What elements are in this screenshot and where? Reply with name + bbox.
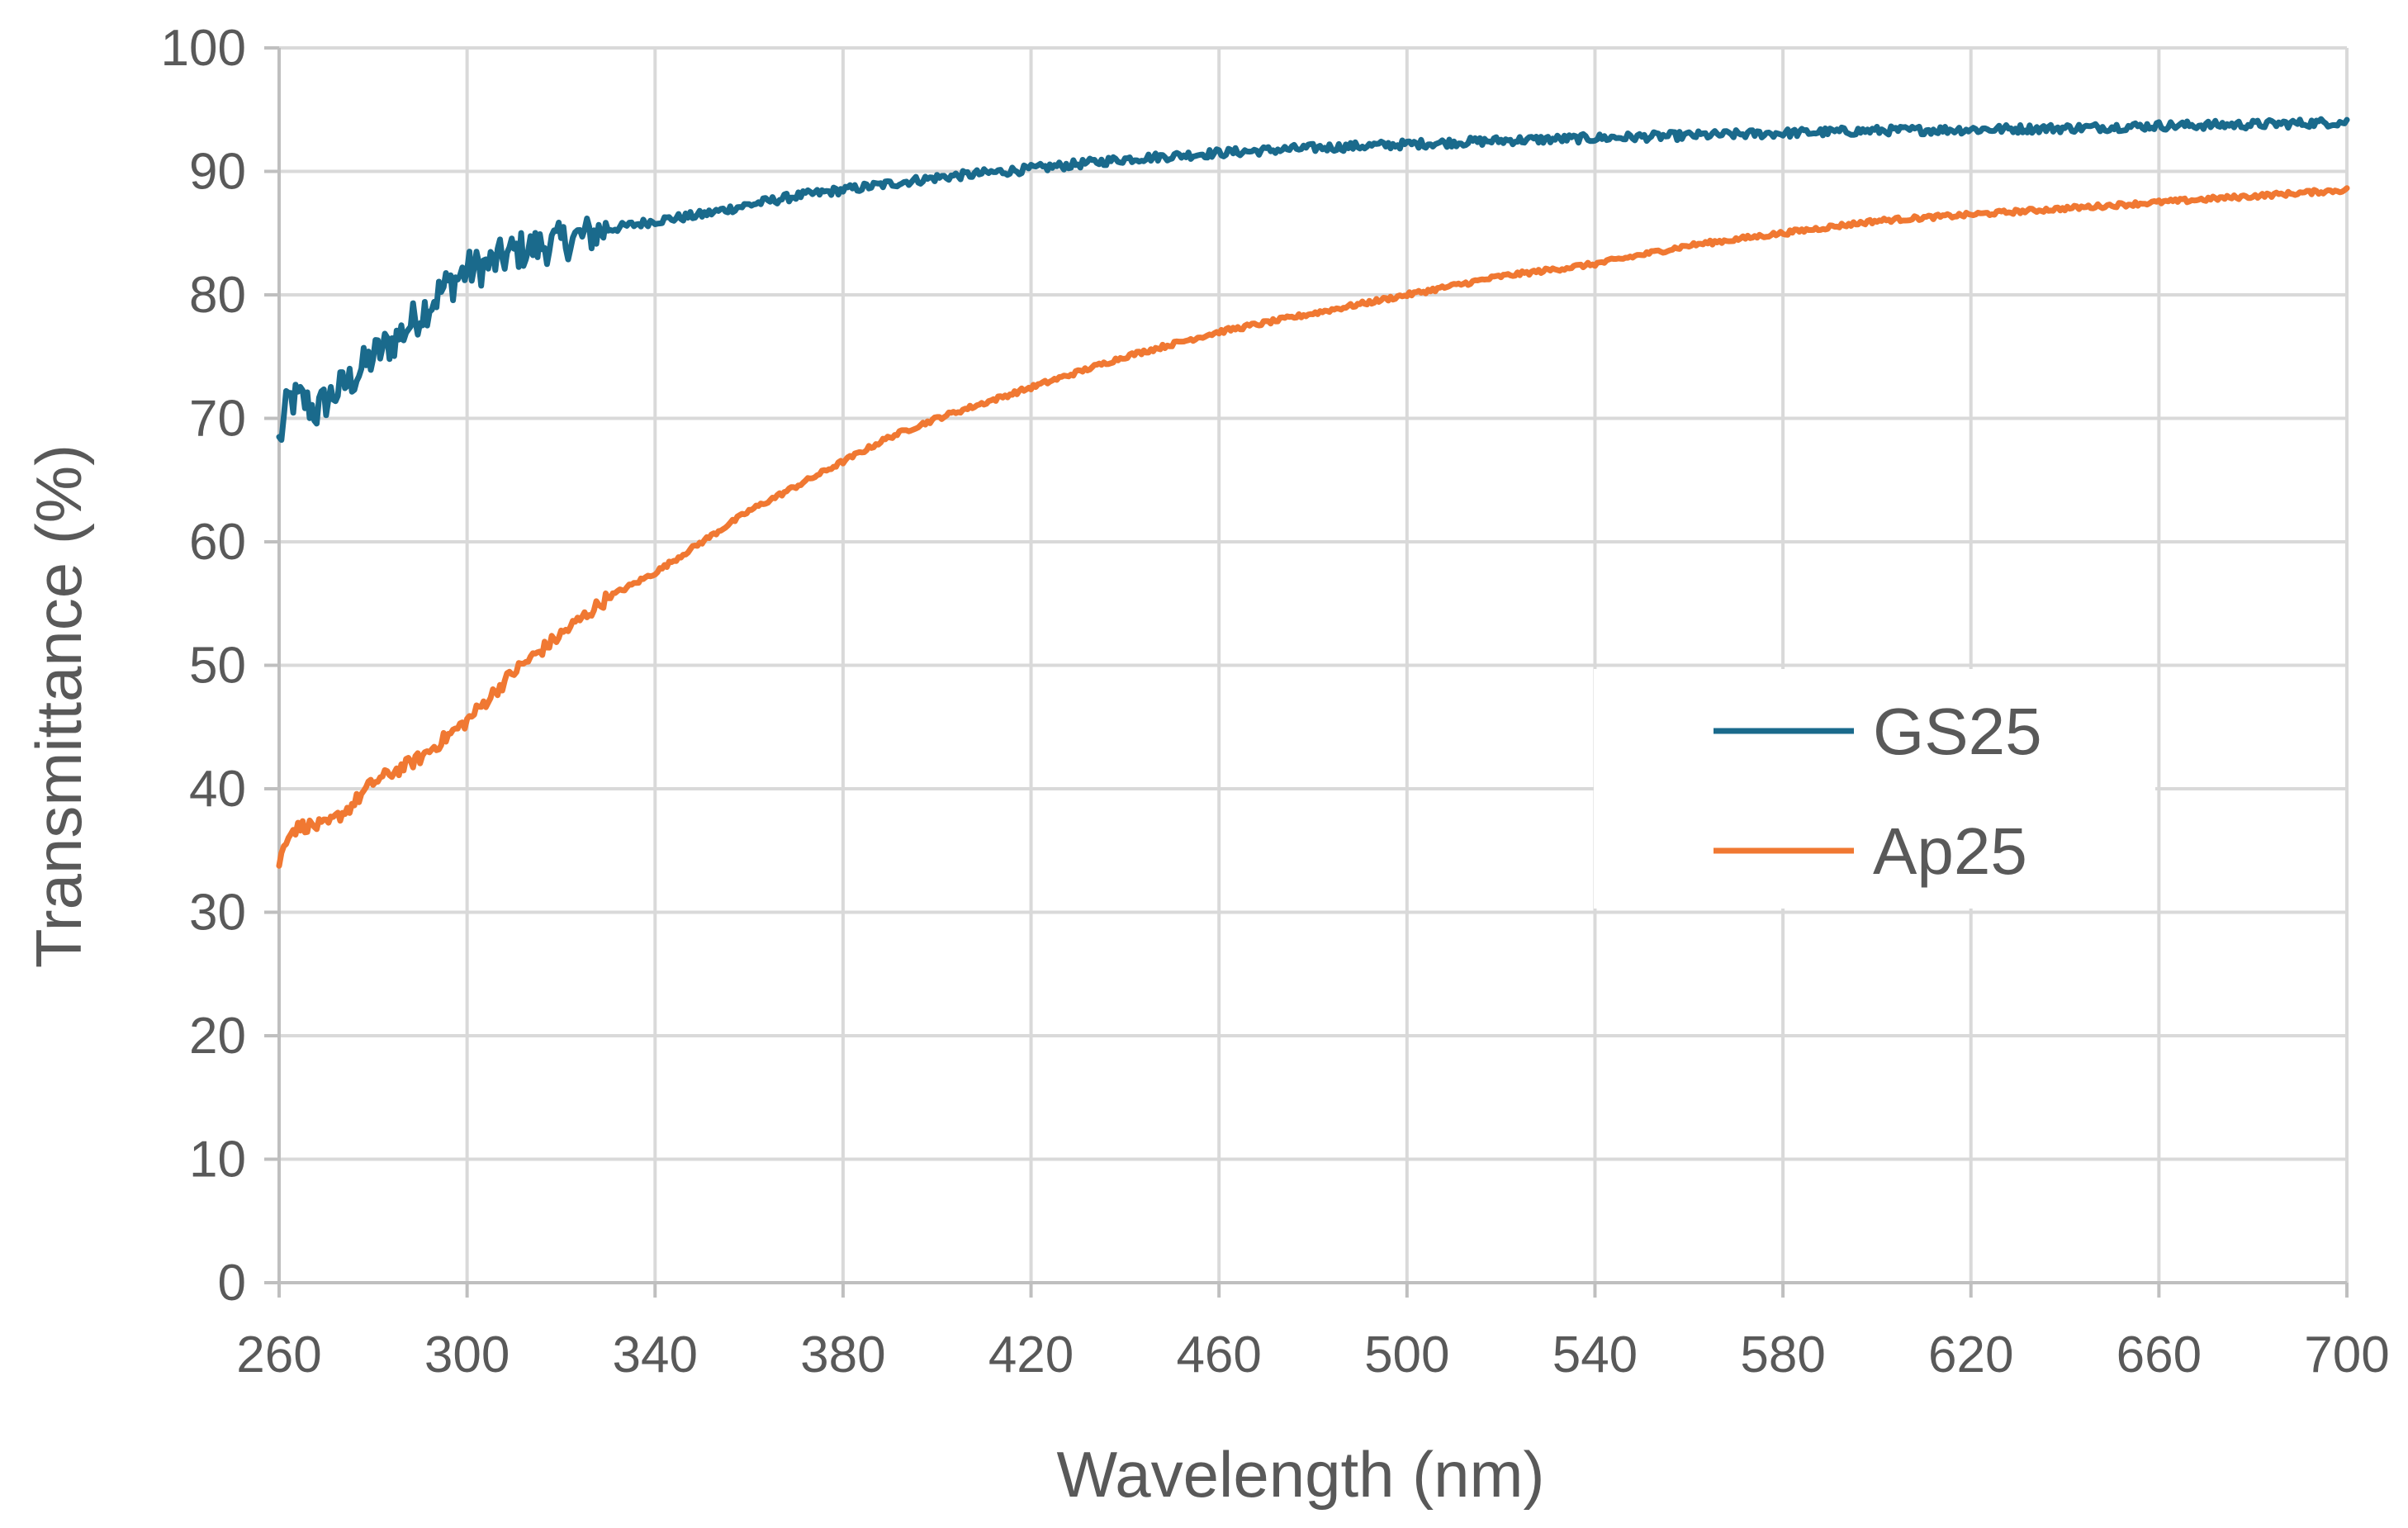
series-line-gs25 (276, 116, 2350, 444)
series-line-ap25 (276, 185, 2350, 869)
x-tick-label-260: 260 (236, 1326, 321, 1383)
legend-box (1594, 669, 2155, 909)
y-tick-label-30: 30 (189, 885, 246, 942)
y-tick-label-40: 40 (189, 761, 246, 818)
y-tick-label-90: 90 (189, 144, 246, 201)
legend-label-ap25: Ap25 (1873, 814, 2027, 888)
y-tick-label-100: 100 (161, 20, 246, 77)
y-tick-label-0: 0 (218, 1255, 246, 1312)
y-axis-title: Transmittance (%) (22, 444, 95, 968)
y-tick-label-60: 60 (189, 514, 246, 571)
x-tick-label-460: 460 (1176, 1326, 1261, 1383)
x-tick-label-420: 420 (988, 1326, 1074, 1383)
legend-label-gs25: GS25 (1873, 695, 2042, 768)
x-tick-label-340: 340 (613, 1326, 698, 1383)
y-tick-label-50: 50 (189, 638, 246, 695)
x-tick-label-300: 300 (424, 1326, 510, 1383)
x-tick-label-380: 380 (800, 1326, 885, 1383)
y-tick-label-80: 80 (189, 267, 246, 324)
y-tick-labels: 0 10 20 30 40 50 60 70 80 90 100 (161, 20, 246, 1312)
x-tick-label-620: 620 (1928, 1326, 2013, 1383)
x-tick-label-700: 700 (2304, 1326, 2389, 1383)
series-lines (276, 116, 2350, 869)
y-tick-label-70: 70 (189, 391, 246, 448)
x-tick-label-580: 580 (1740, 1326, 1825, 1383)
x-axis-title: Wavelength (nm) (1057, 1438, 1545, 1511)
x-tick-label-500: 500 (1364, 1326, 1449, 1383)
x-tick-labels: 260 300 340 380 420 460 500 540 580 620 660 700 (236, 1326, 2389, 1383)
y-tick-label-10: 10 (189, 1132, 246, 1189)
legend: GS25 Ap25 (1594, 669, 2155, 909)
y-tick-label-20: 20 (189, 1008, 246, 1065)
x-tick-label-660: 660 (2116, 1326, 2202, 1383)
axes (264, 46, 2349, 1298)
x-tick-label-540: 540 (1552, 1326, 1638, 1383)
